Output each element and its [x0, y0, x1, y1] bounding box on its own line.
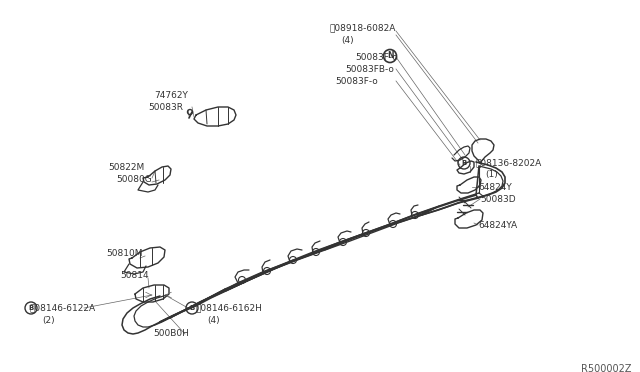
- Text: 50080G: 50080G: [116, 176, 152, 185]
- Text: Ⓐ08146-6122A: Ⓐ08146-6122A: [30, 304, 96, 312]
- Text: 50083R: 50083R: [148, 103, 183, 112]
- Text: 50814: 50814: [120, 272, 148, 280]
- Text: 50083F-o: 50083F-o: [335, 77, 378, 86]
- Text: B: B: [461, 160, 467, 166]
- Text: B: B: [189, 305, 195, 311]
- Text: Ⓐ08136-8202A: Ⓐ08136-8202A: [476, 158, 542, 167]
- Text: (4): (4): [207, 315, 220, 324]
- Text: (2): (2): [42, 315, 54, 324]
- Text: 64824YA: 64824YA: [478, 221, 517, 230]
- Text: N: N: [387, 51, 393, 61]
- Text: 64824Y: 64824Y: [478, 183, 512, 192]
- Text: (4): (4): [341, 35, 354, 45]
- Text: 50822M: 50822M: [108, 164, 144, 173]
- Text: 500B0H: 500B0H: [153, 330, 189, 339]
- Text: 50083F-o: 50083F-o: [355, 52, 397, 61]
- Text: Ⓐ08146-6162H: Ⓐ08146-6162H: [195, 304, 262, 312]
- Text: 50810M: 50810M: [106, 248, 143, 257]
- Text: B: B: [28, 305, 34, 311]
- Text: ⓝ08918-6082A: ⓝ08918-6082A: [330, 23, 396, 32]
- Text: 74762Y: 74762Y: [154, 92, 188, 100]
- Text: R500002Z: R500002Z: [582, 364, 632, 372]
- Text: (1): (1): [485, 170, 498, 180]
- Text: 50083FB-o: 50083FB-o: [345, 64, 394, 74]
- Text: 50083D: 50083D: [480, 195, 516, 203]
